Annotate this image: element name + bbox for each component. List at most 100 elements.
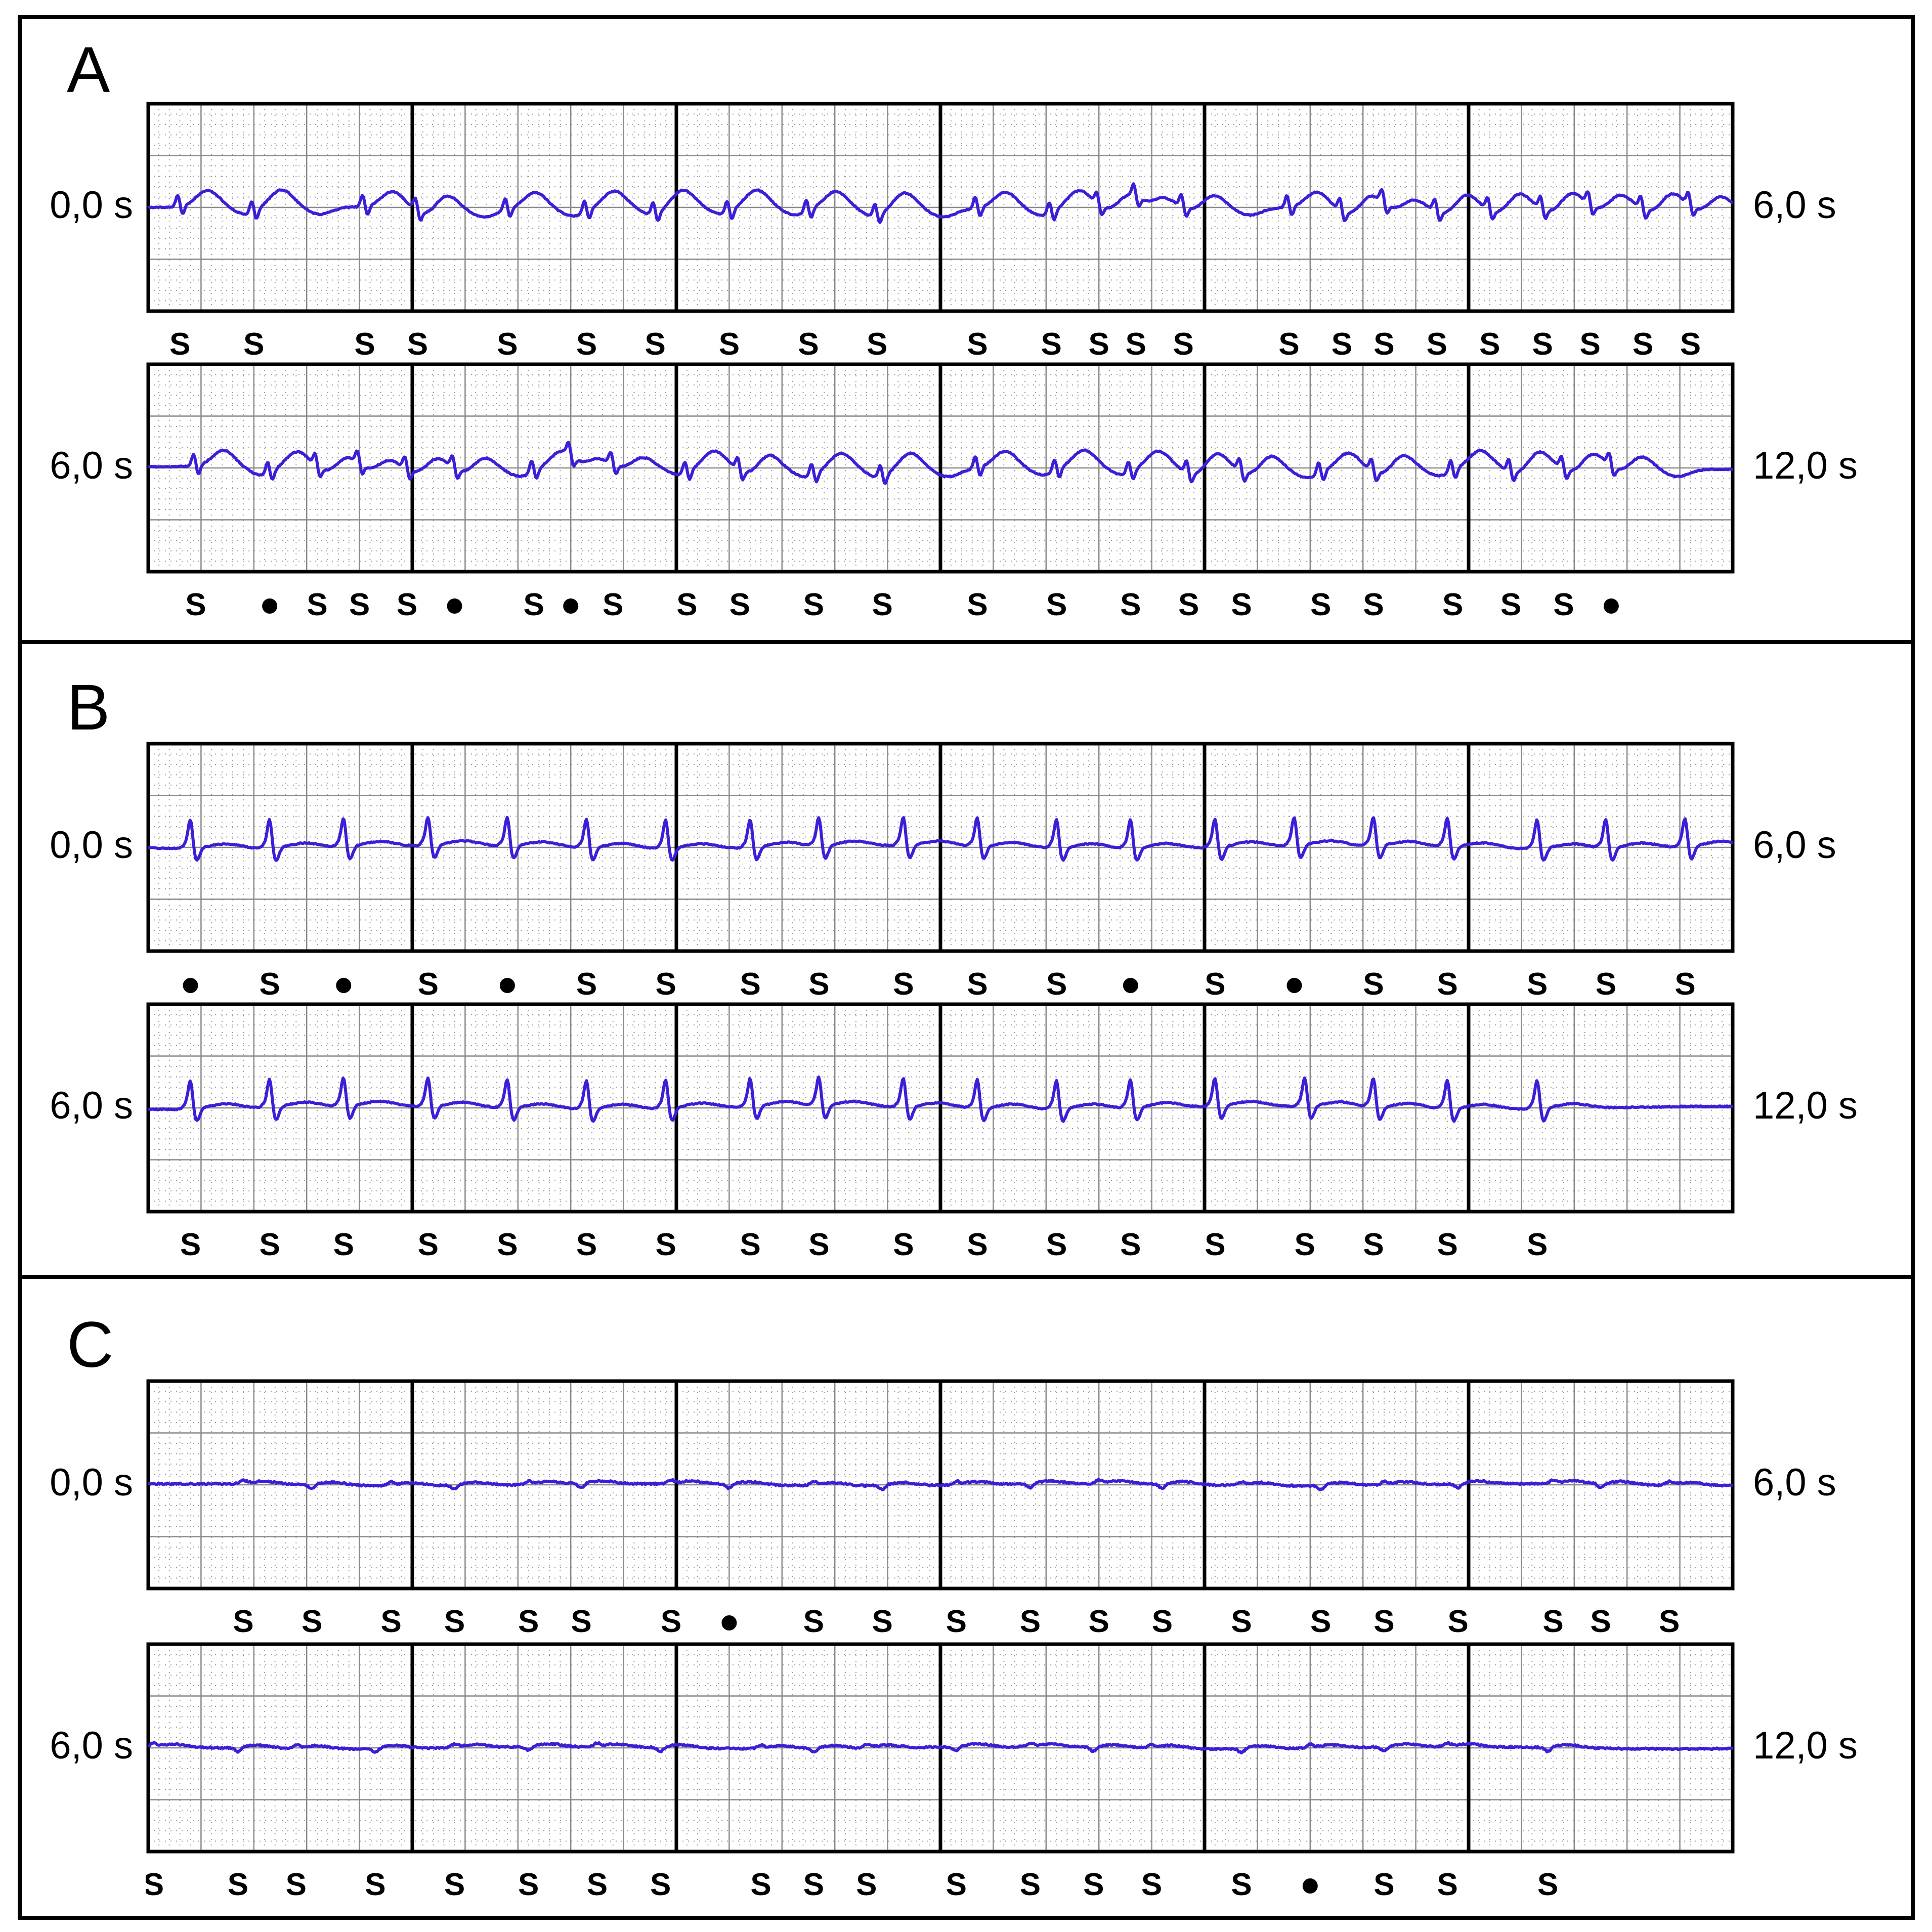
beat-marker-s: S [307, 587, 327, 622]
beat-marker-s: S [397, 587, 417, 622]
beat-marker-s: S [1152, 1604, 1173, 1639]
beat-marker-s: S [1373, 327, 1394, 362]
beat-marker-s: S [518, 1867, 539, 1902]
strip-start-time: 6,0 s [50, 1084, 133, 1127]
beat-marker-s: S [1020, 1867, 1041, 1902]
beat-marker-s: S [286, 1867, 307, 1902]
strip-start-time: 6,0 s [50, 444, 133, 487]
beat-marker-dot [336, 978, 352, 993]
beat-marker-s: S [1205, 967, 1225, 1002]
beat-marker-s: S [169, 327, 190, 362]
ecg-trace [147, 441, 1733, 485]
beat-marker-s: S [1310, 587, 1331, 622]
beat-marker-s: S [243, 327, 264, 362]
beat-marker-s: S [808, 1227, 829, 1262]
beat-marker-s: S [1373, 1867, 1394, 1902]
beat-marker-dot [1123, 978, 1138, 993]
beat-marker-s: S [1120, 1227, 1141, 1262]
beat-marker-s: S [1295, 1227, 1315, 1262]
beat-marker-s: S [967, 587, 988, 622]
strip-end-time: 6,0 s [1753, 1461, 1836, 1504]
beat-marker-s: S [650, 1867, 671, 1902]
beat-marker-s: S [185, 587, 206, 622]
beat-marker-s: S [1675, 967, 1695, 1002]
beat-marker-s: S [1680, 327, 1701, 362]
beat-marker-s: S [808, 967, 829, 1002]
strip-start-time: 0,0 s [50, 1461, 133, 1504]
beat-marker-s: S [1046, 1227, 1067, 1262]
beat-marker-s: S [180, 1227, 201, 1262]
beat-marker-s: S [333, 1227, 354, 1262]
beat-marker-s: S [444, 1867, 465, 1902]
beat-marker-s: S [729, 587, 750, 622]
beat-marker-s: S [1173, 327, 1194, 362]
beat-marker-s: S [1363, 1227, 1384, 1262]
beat-marker-s: S [349, 587, 370, 622]
beat-marker-s: S [967, 1227, 988, 1262]
beat-marker-s: S [750, 1867, 771, 1902]
beat-marker-s: S [576, 1227, 597, 1262]
beat-marker-s: S [1363, 587, 1384, 622]
beat-marker-s: S [302, 1604, 322, 1639]
beat-marker-s: S [259, 1227, 280, 1262]
beat-marker-dot [721, 1615, 737, 1630]
beat-marker-s: S [798, 327, 819, 362]
strip-start-time: 0,0 s [50, 184, 133, 227]
beat-marker-s: S [576, 327, 597, 362]
beat-marker-s: S [1437, 967, 1458, 1002]
ecg-trace [147, 182, 1734, 224]
beat-marker-s: S [1537, 1867, 1558, 1902]
beat-marker-s: S [1089, 1604, 1109, 1639]
beat-marker-s: S [1178, 587, 1199, 622]
beat-marker-s: S [803, 587, 824, 622]
beat-marker-s: S [655, 967, 676, 1002]
beat-marker-s: S [1363, 967, 1384, 1002]
beat-marker-s: S [1046, 967, 1067, 1002]
beat-marker-s: S [1126, 327, 1146, 362]
beat-marker-s: S [1447, 1604, 1468, 1639]
beat-marker-s: S [1120, 587, 1141, 622]
beat-marker-s: S [803, 1867, 824, 1902]
beat-marker-s: S [518, 1604, 539, 1639]
beat-marker-s: S [1596, 967, 1616, 1002]
beat-marker-s: S [228, 1867, 248, 1902]
beat-marker-s: S [381, 1604, 402, 1639]
beat-marker-dot [563, 598, 579, 614]
beat-marker-dot [1603, 598, 1619, 614]
beat-marker-s: S [603, 587, 623, 622]
panel-letter: C [67, 1309, 114, 1381]
beat-marker-s: S [1542, 1604, 1563, 1639]
beat-marker-s: S [523, 587, 544, 622]
beat-marker-s: S [856, 1867, 877, 1902]
beat-marker-s: S [872, 1604, 892, 1639]
strip-start-time: 0,0 s [50, 824, 133, 867]
beat-marker-s: S [1500, 587, 1521, 622]
beat-marker-s: S [1083, 1867, 1104, 1902]
beat-marker-s: S [1089, 327, 1109, 362]
beat-marker-s: S [1479, 327, 1500, 362]
beat-marker-s: S [497, 1227, 518, 1262]
strip-end-time: 12,0 s [1753, 1724, 1858, 1767]
beat-marker-s: S [946, 1867, 967, 1902]
beat-marker-s: S [259, 967, 280, 1002]
beat-marker-s: S [893, 1227, 914, 1262]
beat-marker-s: S [1278, 327, 1299, 362]
beat-marker-s: S [719, 327, 740, 362]
beat-marker-s: S [676, 587, 697, 622]
beat-marker-s: S [1141, 1867, 1162, 1902]
beat-marker-s: S [1046, 587, 1067, 622]
beat-marker-s: S [365, 1867, 385, 1902]
beat-marker-s: S [967, 327, 988, 362]
beat-marker-s: S [1659, 1604, 1680, 1639]
strip-end-time: 12,0 s [1753, 1084, 1858, 1127]
beat-marker-s: S [1231, 1604, 1252, 1639]
beat-marker-s: S [1553, 587, 1574, 622]
beat-marker-s: S [407, 327, 428, 362]
ecg-trace [148, 1741, 1734, 1754]
strip-end-time: 6,0 s [1753, 184, 1836, 227]
